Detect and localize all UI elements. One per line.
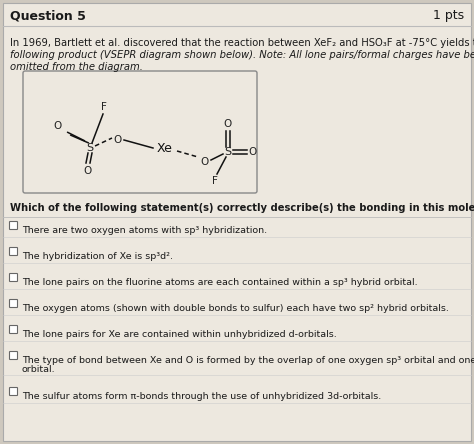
FancyBboxPatch shape	[9, 300, 18, 308]
FancyBboxPatch shape	[23, 71, 257, 193]
FancyBboxPatch shape	[9, 325, 18, 333]
Text: In 1969, Bartlett et al. discovered that the reaction between XeF₂ and HSO₃F at : In 1969, Bartlett et al. discovered that…	[10, 38, 474, 48]
Text: The lone pairs for Xe are contained within unhybridized d-orbitals.: The lone pairs for Xe are contained with…	[22, 330, 337, 339]
Text: O: O	[249, 147, 257, 157]
Text: O: O	[114, 135, 122, 145]
FancyBboxPatch shape	[9, 352, 18, 360]
Text: O: O	[201, 157, 209, 167]
Text: The sulfur atoms form π-bonds through the use of unhybridized 3d-orbitals.: The sulfur atoms form π-bonds through th…	[22, 392, 381, 401]
Text: The hybridization of Xe is sp³d².: The hybridization of Xe is sp³d².	[22, 252, 173, 261]
Text: following product (VSEPR diagram shown below). Note: All lone pairs/formal charg: following product (VSEPR diagram shown b…	[10, 50, 474, 60]
FancyBboxPatch shape	[3, 3, 471, 441]
Text: F: F	[101, 102, 107, 112]
Text: S: S	[86, 143, 93, 153]
Text: Question 5: Question 5	[10, 9, 86, 23]
Text: omitted from the diagram.: omitted from the diagram.	[10, 62, 143, 72]
Text: O: O	[54, 121, 62, 131]
Text: S: S	[224, 147, 232, 157]
Text: F: F	[212, 176, 218, 186]
Text: There are two oxygen atoms with sp³ hybridization.: There are two oxygen atoms with sp³ hybr…	[22, 226, 267, 235]
FancyBboxPatch shape	[9, 388, 18, 396]
Text: O: O	[84, 166, 92, 176]
Text: The lone pairs on the fluorine atoms are each contained within a sp³ hybrid orbi: The lone pairs on the fluorine atoms are…	[22, 278, 418, 287]
Text: orbital.: orbital.	[22, 365, 55, 374]
FancyBboxPatch shape	[9, 247, 18, 255]
FancyBboxPatch shape	[9, 222, 18, 230]
Text: O: O	[224, 119, 232, 129]
Text: The type of bond between Xe and O is formed by the overlap of one oxygen sp³ orb: The type of bond between Xe and O is for…	[22, 356, 474, 365]
Text: The oxygen atoms (shown with double bonds to sulfur) each have two sp² hybrid or: The oxygen atoms (shown with double bond…	[22, 304, 449, 313]
Text: Which of the following statement(s) correctly describe(s) the bonding in this mo: Which of the following statement(s) corr…	[10, 203, 474, 213]
Text: Xe: Xe	[157, 142, 173, 155]
Text: 1 pts: 1 pts	[433, 9, 464, 23]
FancyBboxPatch shape	[9, 274, 18, 281]
